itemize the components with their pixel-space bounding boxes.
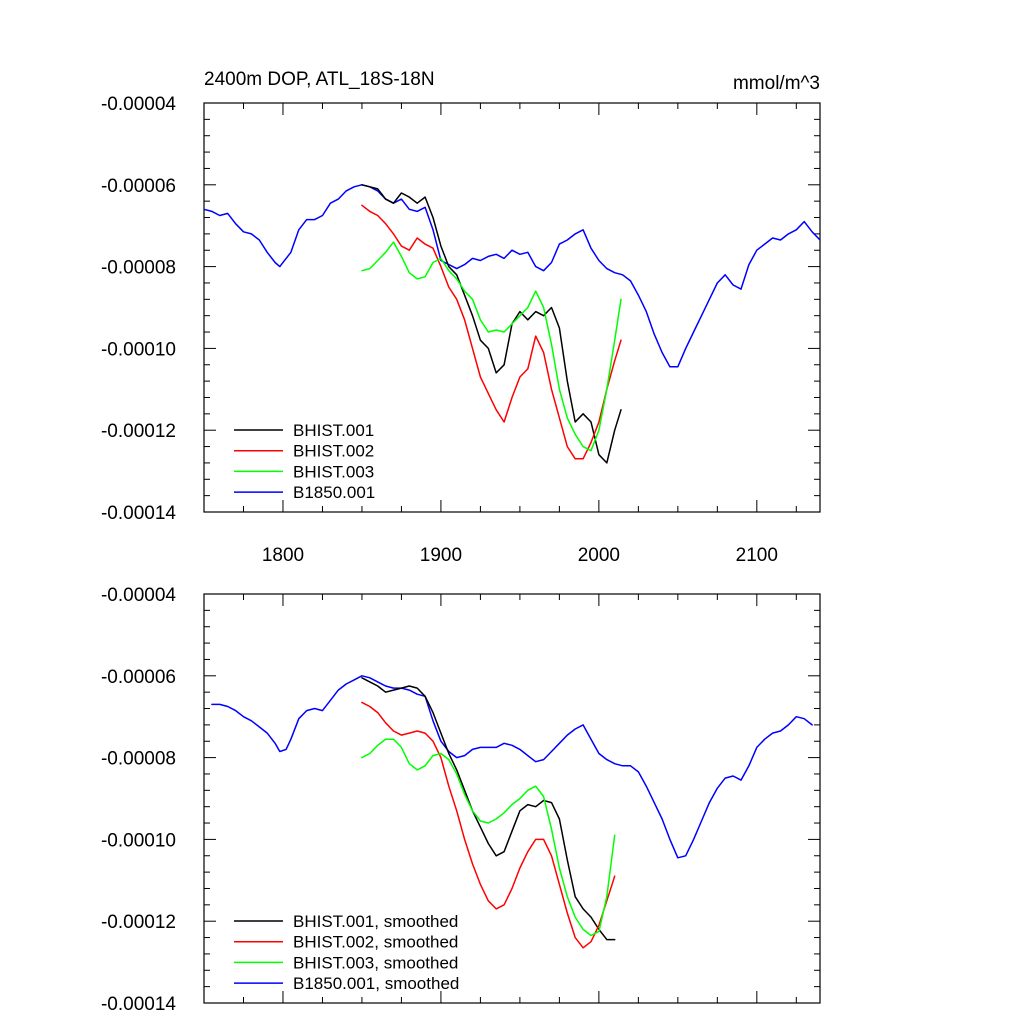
top-ytick-label: -0.00004 [101, 94, 176, 115]
chart-title: 2400m DOP, ATL_18S-18N [204, 69, 435, 90]
top-ytick-label: -0.00014 [101, 503, 176, 524]
top-panel: -0.00004 -0.00006 -0.00008 -0.00010 -0.00012… [101, 69, 821, 566]
units-label: mmol/m^3 [733, 73, 820, 94]
bottom-ytick-label: -0.00008 [101, 749, 176, 770]
bottom-ytick-label: -0.00010 [101, 830, 176, 851]
top-xtick-label: 1900 [420, 545, 462, 566]
top-plot-frame [203, 102, 821, 513]
top-legend-label: BHIST.001 [293, 421, 374, 440]
top-legend-label: B1850.001 [293, 483, 375, 502]
bottom-legend-label: BHIST.003, smoothed [293, 953, 458, 972]
bottom-ytick-label: -0.00004 [101, 585, 176, 606]
bottom-series-line-bhist-001-smoothed [361, 677, 616, 941]
bottom-series-line-b1850-001-smoothed [211, 675, 813, 859]
top-series-line-bhist-001 [361, 184, 622, 464]
bottom-series-line-bhist-003-smoothed [361, 738, 616, 937]
bottom-legend-label: BHIST.002, smoothed [293, 933, 458, 952]
top-legend-label: BHIST.002 [293, 442, 374, 461]
bottom-legend-label: B1850.001, smoothed [293, 974, 459, 993]
top-ytick-label: -0.00010 [101, 339, 176, 360]
top-xtick-label: 1800 [262, 545, 304, 566]
bottom-plot-frame [203, 593, 821, 1004]
top-ytick-label: -0.00006 [101, 176, 176, 197]
top-legend-label: BHIST.003 [293, 462, 374, 481]
top-series-line-b1850-001 [204, 184, 820, 368]
top-ytick-label: -0.00012 [101, 421, 176, 442]
bottom-ytick-label: -0.00014 [101, 994, 176, 1015]
top-xtick-label: 2000 [578, 545, 620, 566]
bottom-series-line-bhist-002-smoothed [361, 701, 616, 949]
top-xtick-label: 2100 [736, 545, 778, 566]
top-series-line-bhist-003 [361, 241, 622, 452]
bottom-ytick-label: -0.00006 [101, 667, 176, 688]
bottom-ytick-label: -0.00012 [101, 912, 176, 933]
bottom-legend-label: BHIST.001, smoothed [293, 912, 458, 931]
top-ytick-label: -0.00008 [101, 258, 176, 279]
bottom-panel: -0.00004 -0.00006 -0.00008 -0.00010 -0.00012… [101, 585, 821, 1015]
top-series-line-bhist-002 [361, 204, 622, 460]
